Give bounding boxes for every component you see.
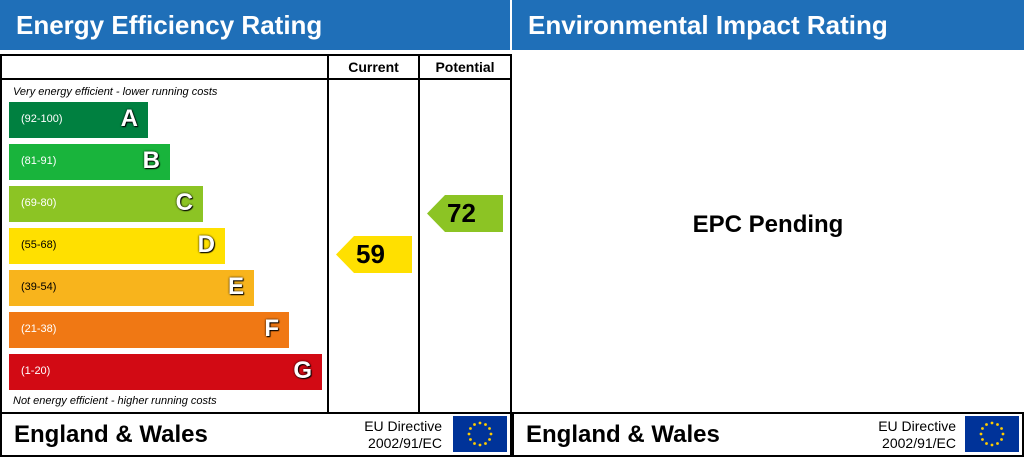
band-e-letter: E: [227, 273, 244, 300]
eu-star: [990, 421, 994, 425]
band-g-bar: (1-20) G: [9, 354, 322, 390]
eu-star: [981, 427, 984, 430]
energy-efficiency-header: Energy Efficiency Rating: [0, 0, 510, 50]
band-d-bar: (55-68) D: [9, 228, 225, 264]
potential-column-divider: [418, 54, 420, 414]
eu-star: [469, 438, 472, 441]
eu-star: [473, 442, 476, 445]
band-c-bar: (69-80) C: [9, 186, 203, 222]
eu-star: [985, 442, 988, 445]
eu-star: [1000, 427, 1003, 430]
band-f-letter: F: [264, 315, 279, 342]
environmental-directive-line1: EU Directive: [878, 418, 956, 434]
eu-flag-icon: [453, 416, 507, 452]
eu-star: [990, 443, 994, 447]
environmental-impact-header: Environmental Impact Rating: [512, 0, 1024, 50]
band-e-range: (39-54): [21, 281, 57, 293]
eu-flag-icon: [965, 416, 1019, 452]
potential-rating-arrow: 72: [427, 195, 503, 232]
eu-star: [484, 423, 487, 426]
band-f-range: (21-38): [21, 323, 57, 335]
potential-column-header: Potential: [435, 59, 495, 75]
eu-star: [981, 438, 984, 441]
eu-star: [467, 432, 471, 436]
current-column-header: Current: [348, 59, 399, 75]
eu-stars-right: [979, 421, 1005, 447]
band-d-letter: D: [197, 231, 215, 258]
environmental-footer: [512, 412, 1024, 457]
band-g-range: (1-20): [21, 365, 51, 377]
potential-rating-value: 72: [447, 198, 476, 228]
current-column-divider: [327, 54, 329, 414]
band-f-bar: (21-38) F: [9, 312, 289, 348]
eu-star: [488, 438, 491, 441]
band-c-letter: C: [175, 189, 193, 216]
eu-star: [478, 421, 482, 425]
eu-star: [1001, 432, 1005, 436]
energy-efficiency-title: Energy Efficiency Rating: [16, 10, 323, 40]
energy-footer: [0, 412, 512, 457]
epc-pending-status: EPC Pending: [692, 211, 844, 238]
eu-star: [996, 423, 999, 426]
band-d-range: (55-68): [21, 239, 57, 251]
eu-star: [489, 432, 493, 436]
band-b-bar: (81-91) B: [9, 144, 170, 180]
eu-star: [478, 443, 482, 447]
environmental-footer-directive: EU Directive 2002/91/EC: [842, 418, 956, 452]
energy-directive-line2: 2002/91/EC: [368, 435, 442, 451]
eu-star: [484, 442, 487, 445]
energy-directive-line1: EU Directive: [364, 418, 442, 434]
environmental-directive-line2: 2002/91/EC: [882, 435, 956, 451]
top-efficiency-note: Very energy efficient - lower running co…: [13, 86, 218, 98]
energy-footer-directive: EU Directive 2002/91/EC: [330, 418, 442, 452]
eu-star: [979, 432, 983, 436]
band-g-letter: G: [293, 357, 312, 384]
band-c-range: (69-80): [21, 197, 57, 209]
potential-arrow-shape: [427, 195, 503, 232]
environmental-impact-title: Environmental Impact Rating: [528, 10, 888, 40]
band-a-bar: (92-100) A: [9, 102, 148, 138]
column-header-divider: [0, 78, 512, 80]
eu-star: [985, 423, 988, 426]
band-e-bar: (39-54) E: [9, 270, 254, 306]
current-arrow-shape: [336, 236, 412, 273]
eu-star: [488, 427, 491, 430]
band-a-range: (92-100): [21, 113, 63, 125]
energy-footer-region: England & Wales: [14, 421, 208, 448]
band-b-letter: B: [142, 147, 160, 174]
band-a-letter: A: [120, 105, 138, 132]
bottom-efficiency-note: Not energy efficient - higher running co…: [13, 395, 217, 407]
eu-star: [1000, 438, 1003, 441]
eu-star: [469, 427, 472, 430]
current-rating-arrow: 59: [336, 236, 412, 273]
environmental-footer-region: England & Wales: [526, 421, 720, 448]
eu-stars-left: [467, 421, 493, 447]
eu-star: [473, 423, 476, 426]
band-b-range: (81-91): [21, 155, 57, 167]
current-rating-value: 59: [356, 239, 385, 269]
eu-star: [996, 442, 999, 445]
